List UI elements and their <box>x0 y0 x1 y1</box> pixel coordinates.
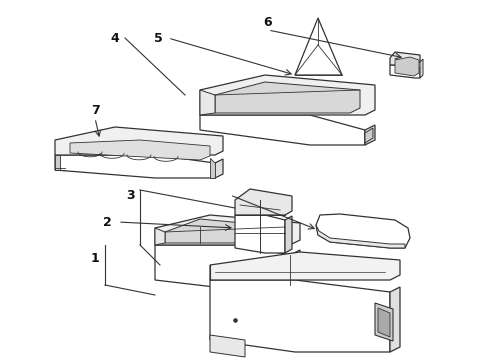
Text: 6: 6 <box>264 15 272 28</box>
Text: 3: 3 <box>126 189 134 202</box>
Polygon shape <box>420 59 423 78</box>
Polygon shape <box>55 155 215 178</box>
Polygon shape <box>155 228 165 245</box>
Polygon shape <box>365 128 373 143</box>
Polygon shape <box>215 159 223 178</box>
Text: 4: 4 <box>111 32 120 45</box>
Polygon shape <box>375 303 393 341</box>
Polygon shape <box>200 115 365 145</box>
Polygon shape <box>210 335 245 357</box>
Polygon shape <box>235 215 285 253</box>
Polygon shape <box>210 280 390 352</box>
Polygon shape <box>155 215 300 245</box>
Polygon shape <box>210 158 215 178</box>
Polygon shape <box>155 245 290 290</box>
Polygon shape <box>316 225 405 248</box>
Polygon shape <box>378 308 390 337</box>
Polygon shape <box>390 65 420 78</box>
Polygon shape <box>200 90 215 115</box>
Polygon shape <box>395 57 419 76</box>
Polygon shape <box>390 287 400 352</box>
Polygon shape <box>200 75 375 115</box>
Text: 1: 1 <box>91 252 99 265</box>
Polygon shape <box>55 155 60 170</box>
Polygon shape <box>285 216 292 253</box>
Polygon shape <box>215 82 360 113</box>
Text: 5: 5 <box>154 32 162 45</box>
Text: 2: 2 <box>102 216 111 229</box>
Polygon shape <box>390 52 420 65</box>
Polygon shape <box>316 214 410 248</box>
Polygon shape <box>235 189 292 215</box>
Polygon shape <box>290 250 300 290</box>
Polygon shape <box>295 18 342 75</box>
Polygon shape <box>70 140 210 160</box>
Polygon shape <box>165 219 285 243</box>
Polygon shape <box>365 125 375 145</box>
Polygon shape <box>55 127 223 155</box>
Text: 7: 7 <box>91 104 99 117</box>
Polygon shape <box>210 252 400 280</box>
